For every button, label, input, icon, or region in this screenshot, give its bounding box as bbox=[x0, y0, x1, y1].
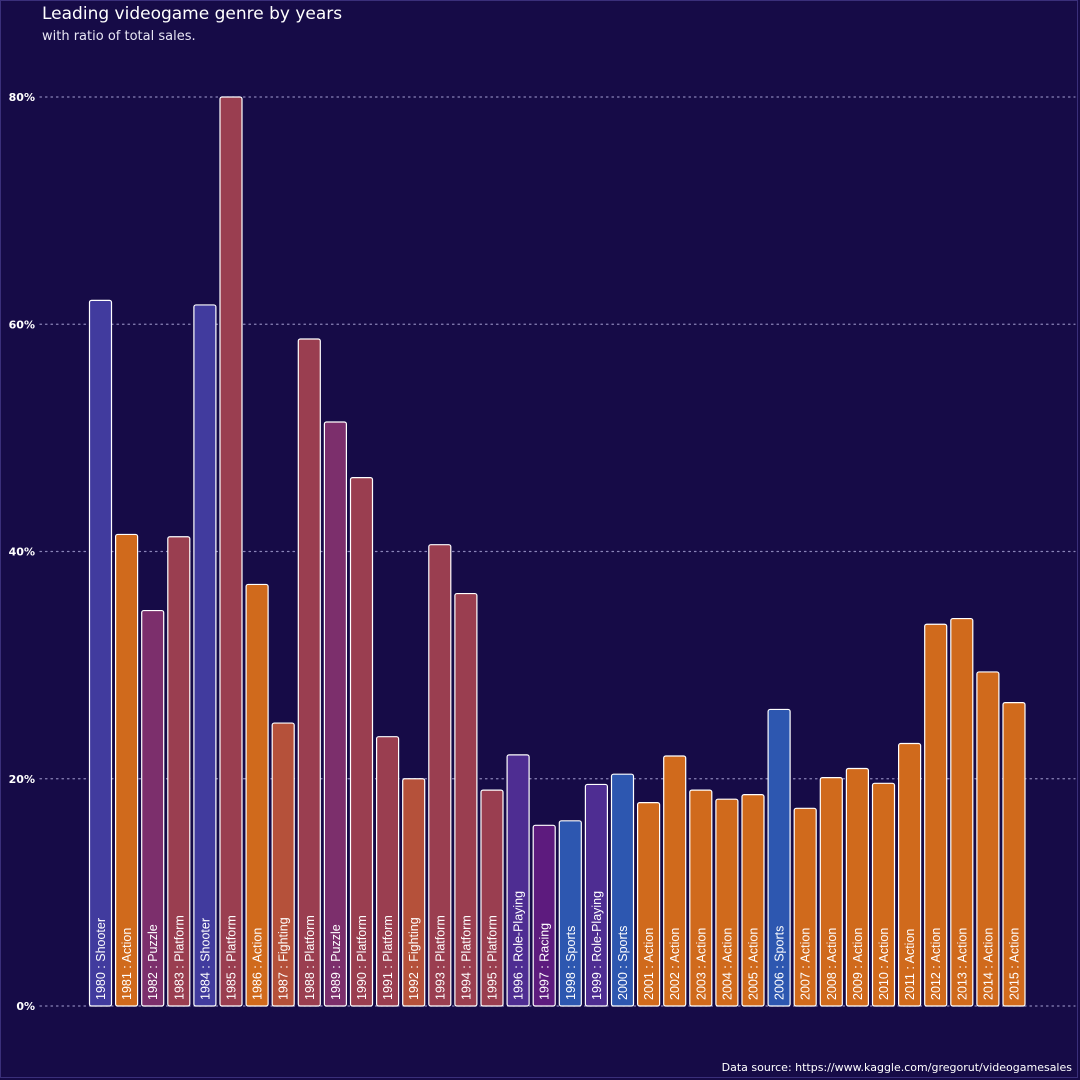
bar-2009 bbox=[845, 767, 870, 1007]
bar-label-2010: 2010 : Action bbox=[877, 928, 891, 1000]
bar-2001 bbox=[636, 802, 661, 1007]
bar-2005 bbox=[741, 794, 765, 1007]
bar-label-1999: 1999 : Role-Playing bbox=[590, 891, 604, 1000]
y-tick-label: 60% bbox=[9, 318, 35, 331]
bar-label-1983: 1983 : Platform bbox=[172, 915, 186, 1000]
y-tick-label: 80% bbox=[9, 91, 35, 104]
bars bbox=[88, 96, 1026, 1007]
bar-2004 bbox=[715, 798, 739, 1007]
bar-label-1990: 1990 : Platform bbox=[355, 915, 369, 1000]
bar-label-2000: 2000 : Sports bbox=[616, 926, 630, 1000]
bar-2003 bbox=[689, 789, 713, 1007]
bar-label-2015: 2015 : Action bbox=[1008, 928, 1022, 1000]
bar-label-1996: 1996 : Role-Playing bbox=[512, 891, 526, 1000]
bar-1994 bbox=[454, 592, 478, 1007]
y-tick-label: 20% bbox=[9, 773, 35, 786]
bar-1986 bbox=[245, 583, 269, 1007]
bar-label-1991: 1991 : Platform bbox=[381, 915, 395, 1000]
bar-label-2014: 2014 : Action bbox=[981, 928, 995, 1000]
bar-label-1985: 1985 : Platform bbox=[225, 915, 239, 1000]
bar-2007 bbox=[793, 807, 817, 1007]
bar-label-1980: 1980 : Shooter bbox=[94, 918, 108, 1000]
bar-1997 bbox=[532, 824, 556, 1007]
bar-1993 bbox=[428, 544, 452, 1007]
bar-labels: 1980 : Shooter 1981 : Action 1982 : Puzzle… bbox=[94, 891, 1022, 1000]
bar-2014 bbox=[976, 671, 1000, 1007]
y-tick-label: 0% bbox=[16, 1000, 35, 1013]
y-tick-label: 40% bbox=[9, 546, 35, 559]
bar-1989 bbox=[323, 421, 347, 1007]
bar-label-1992: 1992 : Fighting bbox=[407, 917, 421, 1000]
bar-label-2005: 2005 : Action bbox=[747, 928, 761, 1000]
bar-label-2013: 2013 : Action bbox=[955, 928, 969, 1000]
bar-2010 bbox=[871, 782, 896, 1007]
bar-label-1993: 1993 : Platform bbox=[433, 915, 447, 1000]
bar-1984 bbox=[193, 304, 217, 1007]
bar-label-2006: 2006 : Sports bbox=[773, 926, 787, 1000]
bar-2002 bbox=[663, 755, 687, 1007]
bar-label-1982: 1982 : Puzzle bbox=[146, 924, 160, 1000]
bar-1992 bbox=[402, 778, 426, 1007]
bar-label-1989: 1989 : Puzzle bbox=[329, 924, 343, 1000]
chart-title: Leading videogame genre by years bbox=[42, 4, 343, 24]
bar-1999 bbox=[584, 783, 609, 1007]
bar-1985 bbox=[219, 96, 243, 1007]
bar-2006 bbox=[767, 708, 791, 1007]
bar-2011 bbox=[897, 742, 922, 1007]
bar-1998 bbox=[558, 820, 582, 1007]
bar-label-1986: 1986 : Action bbox=[251, 928, 265, 1000]
bar-label-1981: 1981 : Action bbox=[120, 928, 134, 1000]
bar-1987 bbox=[271, 722, 295, 1007]
bar-label-2008: 2008 : Action bbox=[825, 928, 839, 1000]
bar-1980 bbox=[88, 299, 113, 1007]
bar-2013 bbox=[950, 617, 974, 1007]
bar-label-2012: 2012 : Action bbox=[929, 928, 943, 1000]
bar-1983 bbox=[167, 536, 191, 1007]
bar-1991 bbox=[376, 736, 400, 1007]
bar-label-1988: 1988 : Platform bbox=[303, 915, 317, 1000]
bar-label-2011: 2011 : Action bbox=[903, 929, 917, 1000]
bar-label-2002: 2002 : Action bbox=[668, 928, 682, 1000]
bar-1996 bbox=[506, 754, 530, 1007]
bar-1995 bbox=[480, 789, 504, 1007]
bar-label-1994: 1994 : Platform bbox=[459, 915, 473, 1000]
bar-2015 bbox=[1002, 702, 1026, 1007]
bar-2000 bbox=[610, 773, 635, 1007]
bar-1988 bbox=[297, 338, 321, 1007]
bar-label-1998: 1998 : Sports bbox=[564, 926, 578, 1000]
bar-label-1987: 1987 : Fighting bbox=[277, 917, 291, 1000]
bar-label-1984: 1984 : Shooter bbox=[198, 918, 212, 1000]
bar-label-1997: 1997 : Racing bbox=[538, 923, 552, 1000]
chart-subtitle: with ratio of total sales. bbox=[42, 29, 196, 44]
bar-label-2009: 2009 : Action bbox=[851, 928, 865, 1000]
bar-label-1995: 1995 : Platform bbox=[486, 915, 500, 1000]
bar-label-2007: 2007 : Action bbox=[799, 928, 813, 1000]
data-source-note: Data source: https://www.kaggle.com/greg… bbox=[721, 1061, 1072, 1074]
y-axis-ticks: 0% 20% 40% 60% 80% bbox=[9, 91, 35, 1013]
bar-2012 bbox=[924, 623, 948, 1007]
bar-1990 bbox=[349, 477, 374, 1007]
bar-label-2003: 2003 : Action bbox=[694, 928, 708, 1000]
bar-1981 bbox=[114, 533, 139, 1007]
bar-label-2004: 2004 : Action bbox=[720, 928, 734, 1000]
bar-1982 bbox=[141, 609, 165, 1007]
bar-label-2001: 2001 : Action bbox=[642, 928, 656, 1000]
bar-2008 bbox=[819, 777, 843, 1007]
